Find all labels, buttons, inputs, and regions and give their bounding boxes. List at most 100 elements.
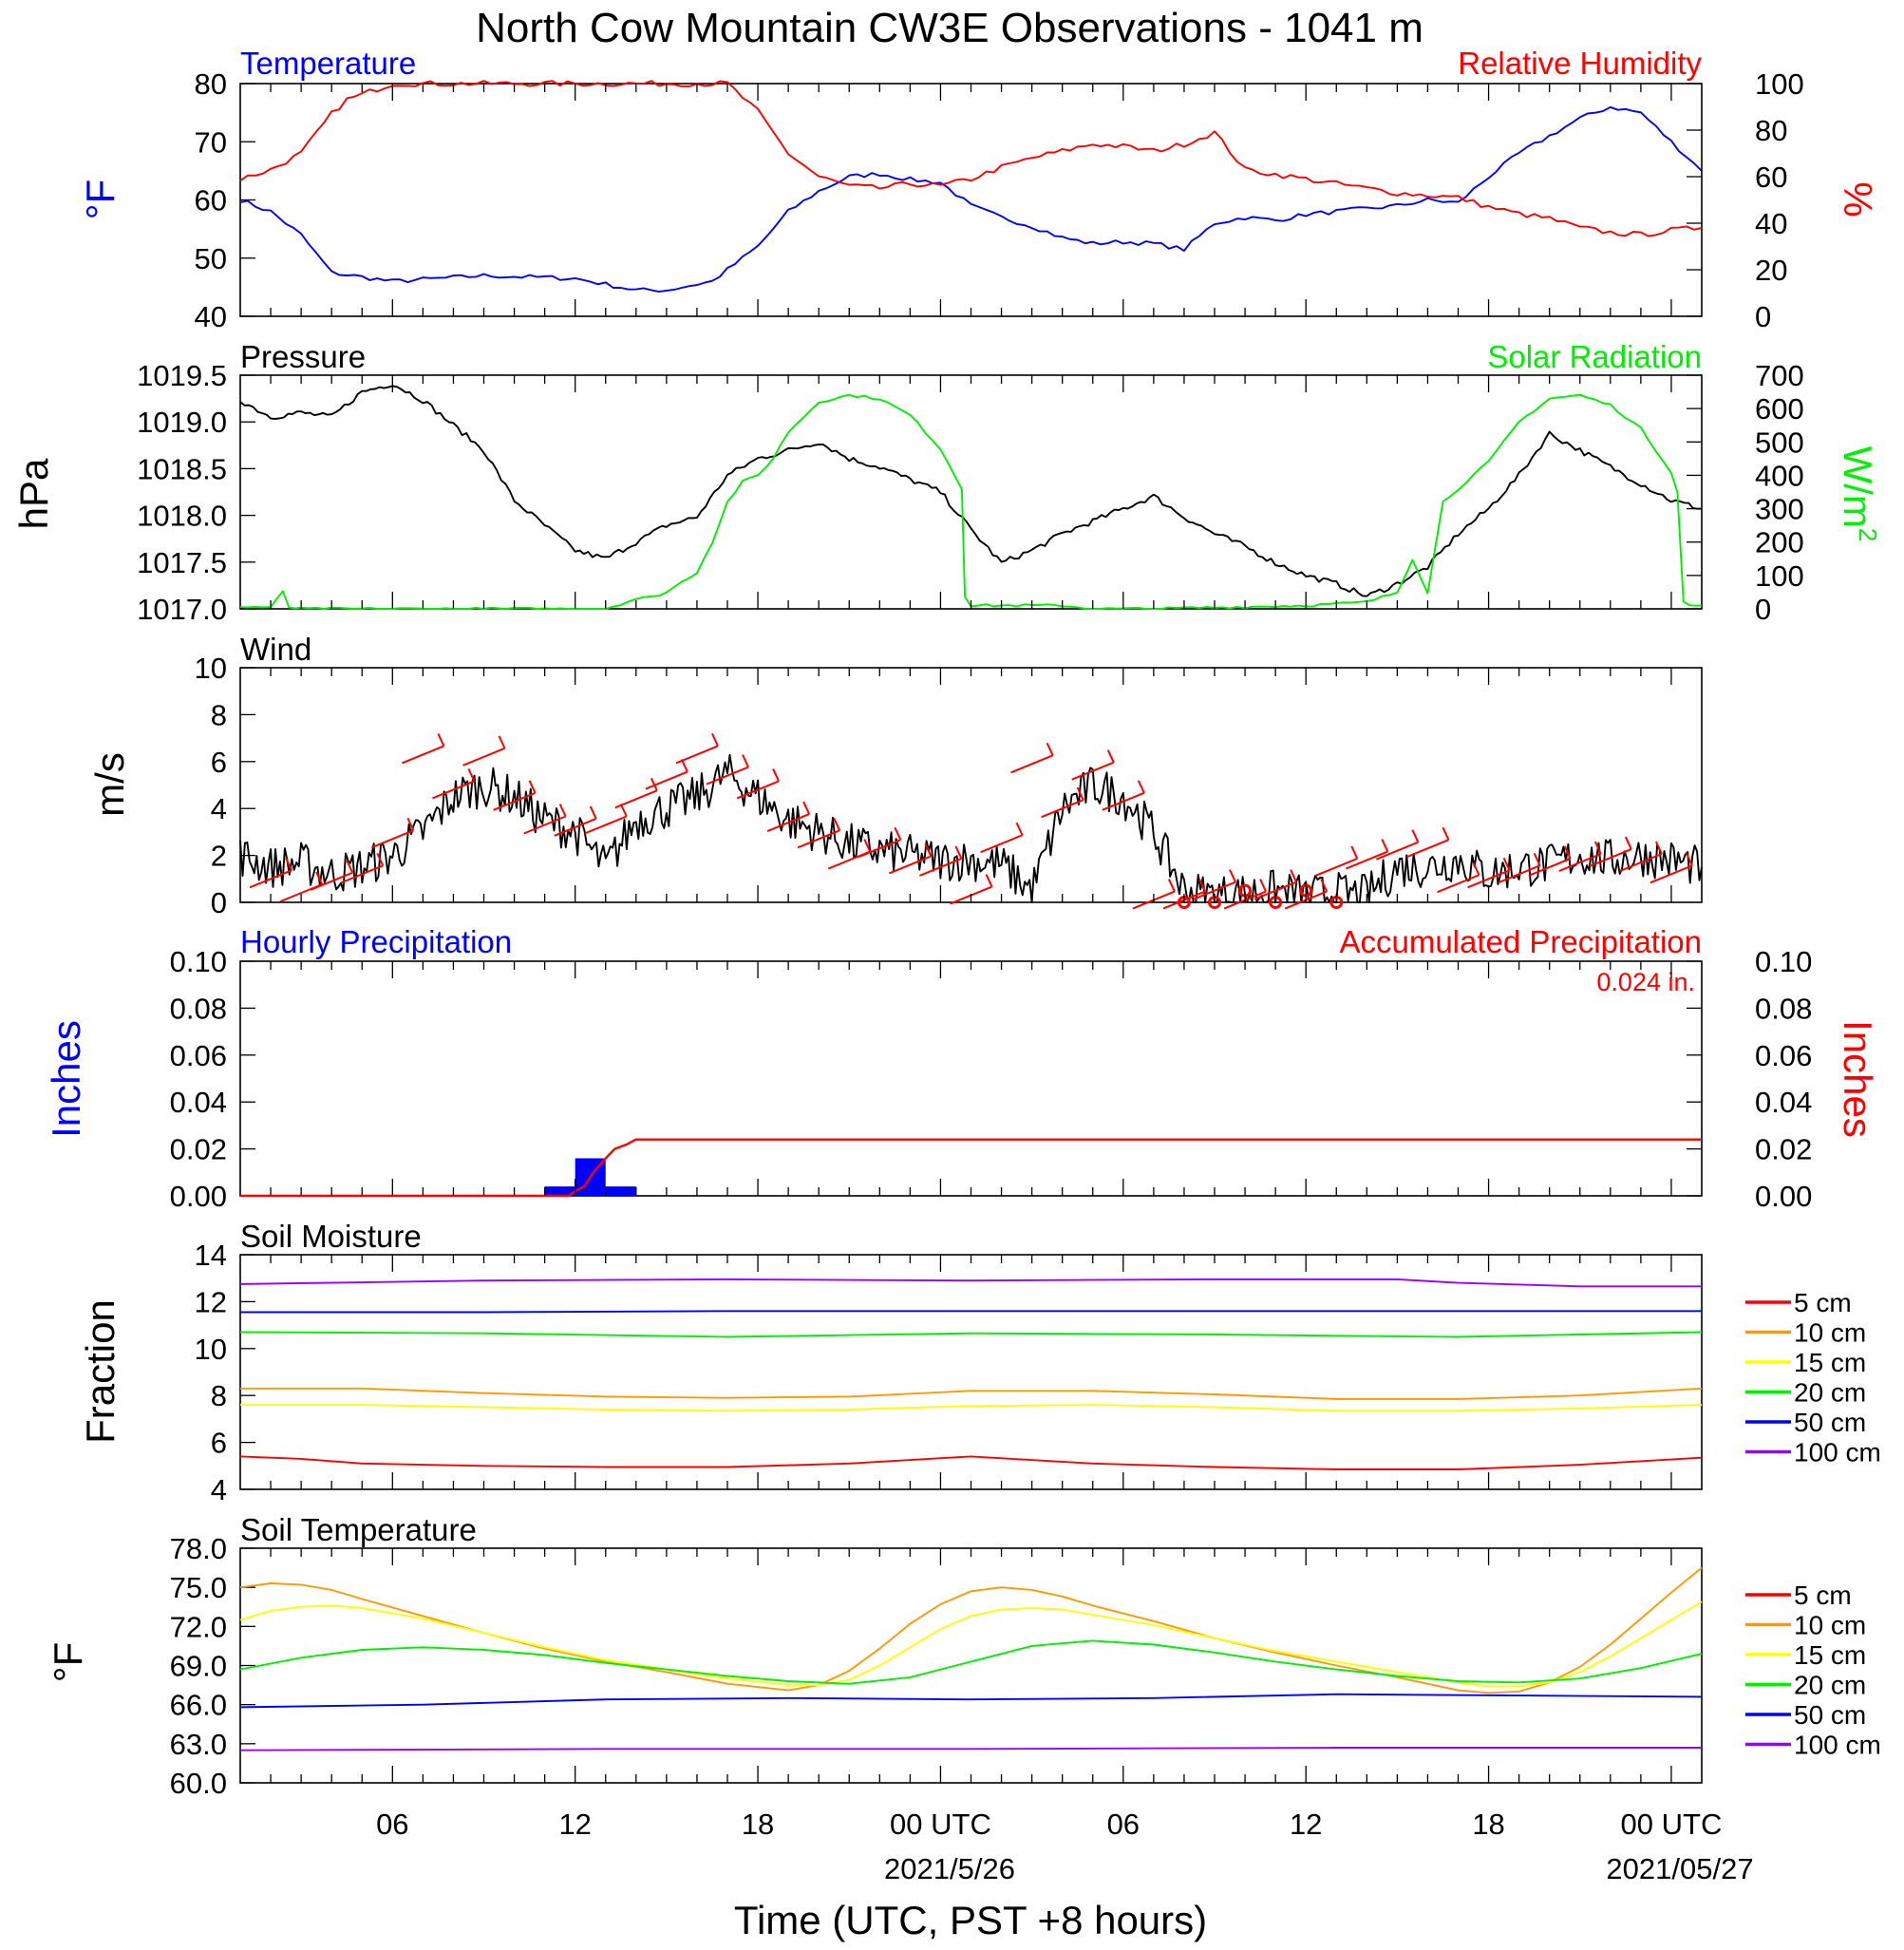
wind-barb — [645, 759, 688, 790]
legend-label: 10 cm — [1794, 1611, 1866, 1640]
panel-wind: Wind m/s 10 8 6 4 2 0 — [87, 632, 1703, 919]
wind-lines — [239, 732, 1703, 910]
legend-label: 100 cm — [1794, 1438, 1881, 1467]
soil-moisture-axis-label: Fraction — [78, 1299, 123, 1444]
humidity-axis-label: % — [1836, 181, 1880, 217]
legend-item: 5 cm — [1745, 1288, 1852, 1317]
legend-label: 20 cm — [1794, 1378, 1866, 1408]
y-tick-label: 80 — [1755, 114, 1787, 147]
panel-soil-moisture: Soil Moisture Fraction 14 12 10 8 6 4 5 cm10 … — [78, 1219, 1881, 1506]
panel-precipitation: Hourly Precipitation Accumulated Precipi… — [44, 924, 1880, 1213]
y-tick-label: 75.0 — [170, 1571, 227, 1604]
accum-precip-total: 0.024 in. — [1596, 968, 1695, 996]
x-axis: 06 12 18 00 UTC 06 12 18 00 UTC — [376, 1808, 1722, 1841]
wind-barb — [1314, 845, 1359, 877]
series-line-20-cm — [239, 1331, 1703, 1338]
series-line-10-cm — [239, 1566, 1703, 1694]
y-tick-label: 40 — [1755, 207, 1787, 240]
wind-barb — [1650, 852, 1693, 884]
y-tick-label: 60 — [195, 184, 227, 218]
y-tick-label: 1017.5 — [137, 546, 227, 579]
y-tick-label: 0 — [1755, 593, 1771, 626]
wind-barb — [1437, 861, 1480, 894]
precip-marks — [240, 1138, 1702, 1198]
x-tick-label: 00 UTC — [890, 1808, 991, 1841]
legend-label: 15 cm — [1794, 1348, 1866, 1377]
x-ticks — [270, 1255, 1672, 1489]
legend-label: 5 cm — [1794, 1581, 1852, 1610]
pressure-axis-label: hPa — [11, 458, 56, 529]
legend-item: 50 cm — [1745, 1408, 1866, 1437]
soil-temperature-title: Soil Temperature — [240, 1512, 477, 1547]
wind-title: Wind — [240, 632, 311, 667]
wind-barb — [432, 768, 476, 800]
wind-barb — [401, 732, 445, 765]
figure-title: North Cow Mountain CW3E Observations - 1… — [476, 5, 1423, 51]
x-tick-label: 12 — [558, 1808, 591, 1841]
soil-temperature-axis-label: °F — [46, 1642, 90, 1682]
y-tick-label: 10 — [195, 1333, 227, 1366]
legend-label: 10 cm — [1794, 1318, 1866, 1348]
x-axis-label: Time (UTC, PST +8 hours) — [734, 1898, 1207, 1942]
legend-item: 100 cm — [1745, 1731, 1881, 1760]
y-tick-label: 200 — [1755, 526, 1804, 559]
y-tick-label: 0.06 — [1755, 1039, 1812, 1072]
y-tick-label: 60 — [1755, 161, 1787, 194]
wind-axis-label: m/s — [87, 752, 132, 817]
y-tick-label: 100 — [1755, 559, 1804, 593]
y-tick-label: 0.00 — [1755, 1180, 1812, 1213]
y-tick-label: 1018.5 — [137, 452, 227, 485]
temperature-axis-label: °F — [78, 180, 123, 219]
wind-barb — [980, 822, 1024, 854]
series-line-15-cm — [240, 1404, 1703, 1412]
temperature-ticks: 80 70 60 50 40 — [195, 67, 255, 333]
wind-barb — [888, 843, 933, 875]
x-tick-label: 06 — [1107, 1808, 1140, 1841]
x-ticks — [270, 375, 1672, 609]
x-ticks — [270, 961, 1672, 1196]
wind-barb — [706, 754, 749, 786]
wind-barb — [554, 805, 597, 837]
hourly-precip-axis-label: Inches — [44, 1020, 88, 1138]
temperature-title: Temperature — [240, 46, 416, 81]
y-tick-label: 4 — [211, 1473, 227, 1506]
y-tick-label: 10 — [195, 652, 227, 685]
legend-item: 100 cm — [1745, 1438, 1881, 1467]
wind-barb — [1558, 841, 1602, 872]
wind-barb — [249, 857, 292, 889]
accum-precip-ticks: 0.10 0.08 0.06 0.04 0.02 0.00 — [1687, 945, 1812, 1213]
series-line-relative-humidity — [239, 80, 1703, 237]
y-tick-label: 1019.5 — [137, 359, 227, 392]
y-tick-label: 500 — [1755, 426, 1804, 459]
temperature-humidity-lines — [239, 80, 1703, 293]
series-line-5-cm — [239, 1455, 1703, 1470]
x-tick-label: 12 — [1290, 1808, 1322, 1841]
solar-unit: W/m — [1836, 446, 1880, 528]
y-tick-label: 100 — [1755, 67, 1804, 101]
legend-item: 50 cm — [1745, 1700, 1866, 1730]
legend-item: 5 cm — [1745, 1581, 1852, 1610]
y-tick-label: 6 — [211, 1427, 227, 1460]
series-line-15-cm — [239, 1600, 1703, 1688]
y-tick-label: 63.0 — [170, 1728, 227, 1761]
soil-temperature-lines — [239, 1566, 1703, 1751]
wind-barb — [919, 845, 963, 877]
y-tick-label: 0 — [211, 886, 227, 919]
legend-label: 20 cm — [1794, 1671, 1866, 1700]
y-tick-label: 300 — [1755, 493, 1804, 526]
wind-barb — [1193, 869, 1236, 900]
series-line-100-cm — [239, 1747, 1702, 1751]
panel-frame — [239, 960, 1703, 1197]
wind-ticks: 10 8 6 4 2 0 — [195, 652, 255, 919]
series-line-temperature — [239, 105, 1703, 293]
wind-barb — [858, 826, 902, 859]
wind-barb — [736, 768, 780, 800]
y-tick-label: 72.0 — [170, 1610, 227, 1643]
wind-barb — [1254, 869, 1298, 900]
solar-unit-exponent: 2 — [1854, 528, 1882, 541]
legend-label: 50 cm — [1794, 1700, 1866, 1730]
series-line-50-cm — [239, 1693, 1703, 1709]
